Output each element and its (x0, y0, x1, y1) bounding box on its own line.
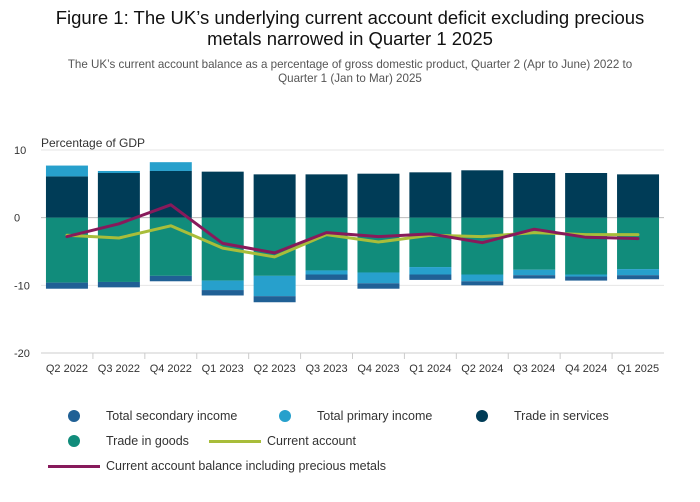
bar-primary-income (45, 165, 88, 177)
bar-trade-services (513, 173, 556, 218)
bar-trade-goods (461, 217, 504, 275)
x-tick-label: Q3 2022 (98, 363, 140, 375)
bar-secondary-income (357, 283, 400, 289)
bar-trade-goods (617, 217, 660, 270)
x-tick-label: Q3 2023 (305, 363, 347, 375)
x-tick-label: Q2 2024 (461, 363, 503, 375)
x-tick-label: Q2 2022 (46, 363, 88, 375)
bar-layer (45, 162, 660, 303)
bar-primary-income (513, 269, 556, 276)
bar-trade-services (201, 171, 244, 218)
bar-primary-income (149, 162, 192, 171)
bar-secondary-income (565, 276, 608, 281)
bar-trade-goods (305, 217, 348, 271)
bar-primary-income (357, 272, 400, 284)
bar-primary-income (461, 274, 504, 282)
chart-title: Figure 1: The UK’s underlying current ac… (0, 7, 700, 49)
x-tick-label: Q1 2025 (617, 363, 659, 375)
x-tick-label: Q4 2022 (150, 363, 192, 375)
bar-trade-goods (513, 217, 556, 270)
bar-primary-income (201, 280, 244, 291)
line-current-account (65, 224, 640, 259)
bar-primary-income (305, 270, 348, 275)
x-tick-label: Q1 2024 (409, 363, 451, 375)
bar-trade-services (253, 174, 296, 218)
bar-secondary-income (253, 296, 296, 303)
bar-primary-income (617, 269, 660, 276)
bar-secondary-income (409, 274, 452, 280)
bar-secondary-income (513, 275, 556, 279)
x-tick-label: Q4 2024 (565, 363, 607, 375)
y-tick-label: -10 (14, 280, 30, 292)
x-tick-label: Q1 2023 (202, 363, 244, 375)
chart-title-line1: Figure 1: The UK’s underlying current ac… (55, 7, 645, 28)
bar-trade-goods (45, 217, 88, 283)
bar-trade-services (409, 172, 452, 218)
bar-trade-services (45, 176, 88, 218)
chart-subtitle-line2: Quarter 1 (Jan to Mar) 2025 (278, 72, 422, 85)
bar-trade-goods (565, 217, 608, 275)
bar-secondary-income (45, 282, 88, 289)
x-tick-label: Q3 2024 (513, 363, 555, 375)
tick-layer: 10 0 -10 -20 Q2 2022 Q3 2022 Q4 2022 Q1 2023 Q2 … (14, 145, 659, 375)
bar-primary-income (409, 267, 452, 275)
x-tick-label: Q2 2023 (254, 363, 296, 375)
bar-primary-income (253, 275, 296, 297)
chart-subtitle: The UK’s current account balance as a pe… (40, 58, 660, 86)
bar-secondary-income (149, 275, 192, 282)
bar-secondary-income (305, 274, 348, 280)
y-axis-label: Percentage of GDP (41, 136, 145, 150)
bar-trade-services (617, 174, 660, 218)
bar-secondary-income (617, 275, 660, 280)
y-tick-label: -20 (14, 348, 30, 360)
chart-title-line2: metals narrowed in Quarter 1 2025 (207, 28, 493, 49)
bar-secondary-income (201, 290, 244, 296)
chart-subtitle-line1: The UK’s current account balance as a pe… (67, 58, 633, 71)
bar-trade-services (97, 173, 140, 218)
bar-trade-services (357, 173, 400, 218)
line-current-account-incl-pm (65, 203, 640, 255)
bar-trade-services (565, 173, 608, 218)
bar-secondary-income (97, 281, 140, 288)
bar-trade-goods (357, 217, 400, 273)
bar-primary-income (565, 274, 608, 277)
y-tick-label: 0 (14, 213, 20, 225)
bar-trade-goods (409, 217, 452, 268)
x-tick-label: Q4 2023 (357, 363, 399, 375)
bar-secondary-income (461, 281, 504, 286)
bar-trade-services (305, 174, 348, 218)
bar-primary-income (97, 170, 140, 174)
bar-trade-services (461, 170, 504, 218)
line-layer (65, 203, 640, 259)
y-tick-label: 10 (14, 145, 26, 157)
